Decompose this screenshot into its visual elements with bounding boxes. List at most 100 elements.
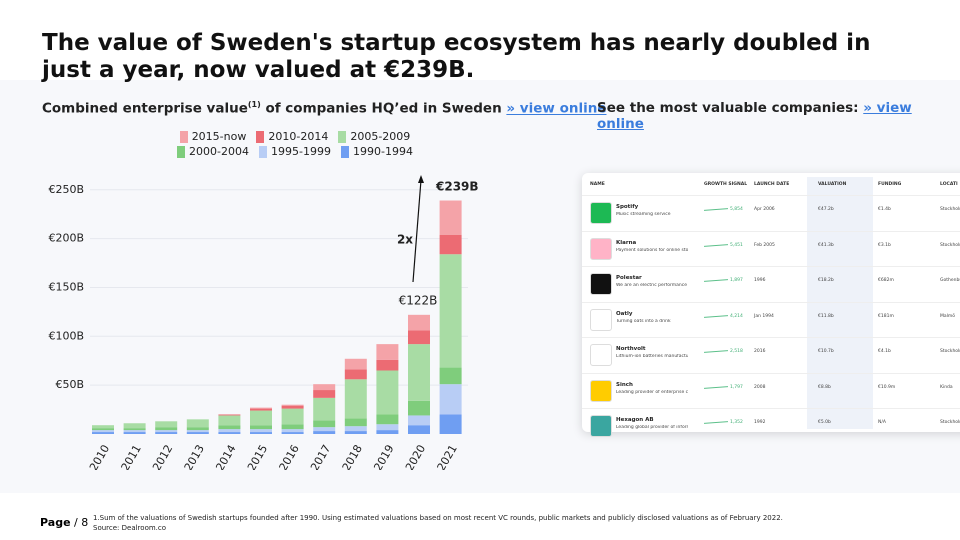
cell-value: €181m [878,313,894,319]
note-mark: (1) [247,100,261,109]
row-line [582,301,960,303]
cell-value: Apr 2006 [754,207,775,212]
bar-segment [439,367,462,385]
x-tick-label: 2012 [150,443,175,471]
bar-segment [344,426,367,432]
legend-item: 2010-2014 [256,130,328,143]
company-description: Leading provider of enterprise cloud [616,389,688,395]
cell-value: N/A [878,420,886,425]
bar-segment [92,428,114,431]
row-line [582,337,960,338]
cell-value: Jan 1994 [754,313,774,319]
bar-segment [439,384,462,415]
bar-segment [313,397,336,421]
logo [590,202,612,224]
bar-segment [281,405,304,409]
page-total: / 8 [74,516,89,529]
legend-label: 1995-1999 [271,145,331,158]
legend-swatch [179,130,188,143]
legend-label: 2000-2004 [189,145,250,158]
bar-segment [439,234,462,255]
cell-value: Feb 2005 [754,242,775,248]
cell-value: Stockholm [940,242,960,248]
highlight-column [807,177,873,429]
link[interactable]: » view online [506,100,607,117]
bar-segment [408,314,430,331]
annotation: 2x [397,233,413,247]
bar-segment [92,430,114,433]
column-header: GROWTH SIGNAL [704,182,748,187]
company-description: Payment solutions for online stores [616,247,688,253]
chart-subtitle: Combined enterprise value(1) of companie… [42,100,606,117]
x-tick-label: 2016 [277,443,302,471]
cell-value: 2008 [754,384,766,390]
bar-segment [123,430,146,433]
x-tick-label: 2018 [340,443,365,471]
cell-value: Malmö [940,313,956,319]
bar-segment [155,421,178,428]
y-tick-label: €200B [48,232,84,245]
legend-item: 2005-2009 [338,130,410,143]
cell-value: €1.4b [878,207,891,212]
bar-segment [376,430,399,434]
bar-segment [376,414,399,425]
bar-segment [376,359,399,371]
y-tick-label: €50B [55,378,84,391]
cell-value: €11.8b [818,313,834,319]
cell-value: 1996 [754,278,766,283]
bar-segment [313,427,336,432]
x-tick-label: 2014 [213,443,238,471]
bar-segment [92,425,114,429]
bar-segment [439,254,462,368]
growth-signal: 4,214 [730,313,743,319]
bar-segment [439,200,462,235]
x-tick-label: 2017 [308,443,333,471]
bar-segment [155,432,178,434]
bar-segment [155,430,178,433]
company-description: Music streaming service [616,212,671,217]
sparkline [703,314,729,318]
logo [590,379,612,402]
sparkline [703,243,729,247]
bar-segment [250,407,272,409]
company-name: Hexagon AB [616,417,654,423]
bar-segment [344,369,367,380]
page: Page [40,516,71,529]
legend-swatch [256,130,265,143]
bar-segment [408,344,430,401]
chart: €50B €100B €150B €200B €250B 2010 2011 2012 2013… [48,175,479,471]
row-line [582,195,960,196]
logo [590,415,612,437]
column-header: VALUATION [818,182,847,187]
bar-segment [281,404,304,406]
cell-value: €10.7b [818,349,834,354]
company-name: Oatly [616,310,633,317]
cell-value: Kinda [940,384,953,390]
company-description: Turning oats into a drink [616,318,671,324]
link[interactable]: » view online [597,100,912,132]
bar-segment [376,344,399,360]
growth-signal: 1,352 [730,420,743,425]
bar-segment [376,370,399,415]
x-tick-label: 2011 [119,443,144,471]
bar-segment [408,400,430,416]
legend-swatch [177,145,186,158]
page-number: Page / 8 [40,516,88,529]
legend-label: 2005-2009 [350,130,411,143]
source: Source: Dealroom.co [93,524,167,532]
x-tick-label: 2019 [371,443,396,471]
bar-segment [344,418,367,427]
cell-value: €10.9m [878,384,896,390]
sparkline [703,208,729,211]
x-tick-label: 2020 [403,443,428,471]
bar-segment [344,379,367,419]
bar-segment [186,430,209,433]
company-name: Sinch [616,381,633,388]
bar-segment [218,432,241,434]
growth-signal: 5,854 [730,207,743,212]
legend: 2015-now 2010-2014 2005-2009 2000-2004 1995-… [150,130,440,158]
legend-label: 2010-2014 [268,130,329,143]
bar-segment [250,425,272,430]
legend-item: 2015-now [179,130,246,143]
column-header: NAME [590,182,605,187]
